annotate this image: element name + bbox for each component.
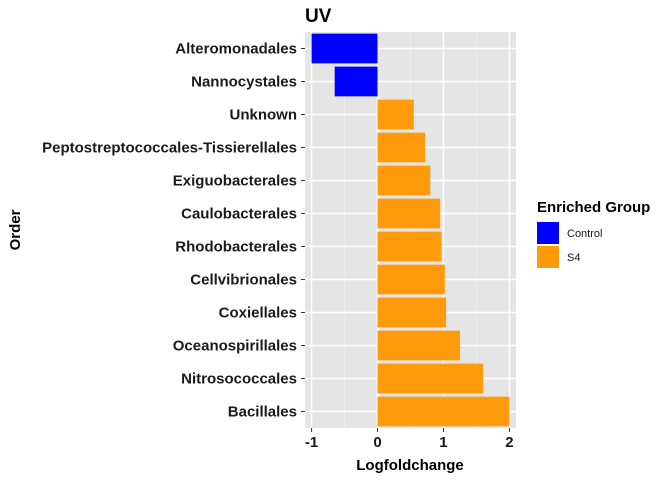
legend: Enriched Group Control S4 xyxy=(537,199,650,268)
legend-swatch xyxy=(537,246,559,268)
category-label: Caulobacterales xyxy=(181,206,297,223)
chart-title: UV xyxy=(305,6,332,27)
x-tick-label: -1 xyxy=(305,434,318,451)
x-axis-ticks: -1 0 1 2 xyxy=(305,428,514,451)
x-tick-label: 2 xyxy=(505,434,513,451)
bar xyxy=(311,33,378,64)
bar xyxy=(377,99,414,130)
legend-label: S4 xyxy=(567,252,580,264)
category-label: Alteromonadales xyxy=(175,41,297,58)
category-label: Nitrosococcales xyxy=(181,371,297,388)
bar xyxy=(377,231,442,262)
category-label: Peptostreptococcales-Tissierellales xyxy=(42,140,297,157)
legend-label: Control xyxy=(567,228,602,240)
legend-title: Enriched Group xyxy=(537,199,650,216)
bar xyxy=(377,165,431,196)
category-label: Oceanospirillales xyxy=(173,338,297,355)
bar xyxy=(377,330,460,361)
category-label: Exiguobacterales xyxy=(173,173,297,190)
bar xyxy=(377,198,441,229)
bar xyxy=(377,297,447,328)
y-axis-title: Order xyxy=(7,209,24,250)
bar xyxy=(377,264,445,295)
bars xyxy=(311,33,510,427)
category-label: Bacillales xyxy=(228,404,297,421)
category-label: Nannocystales xyxy=(191,74,297,91)
category-label: Rhodobacterales xyxy=(175,239,297,256)
bar xyxy=(377,132,426,163)
category-label: Cellvibrionales xyxy=(190,272,297,289)
bar xyxy=(377,363,484,394)
category-label: Coxiellales xyxy=(219,305,297,322)
x-tick-label: 0 xyxy=(373,434,381,451)
category-labels: Alteromonadales Nannocystales Unknown Pepto… xyxy=(42,41,305,421)
bar xyxy=(377,396,510,427)
x-axis-title: Logfoldchange xyxy=(356,457,464,474)
x-tick-label: 1 xyxy=(439,434,447,451)
category-label: Unknown xyxy=(230,107,298,124)
legend-swatch xyxy=(537,222,559,244)
bar xyxy=(334,66,378,97)
